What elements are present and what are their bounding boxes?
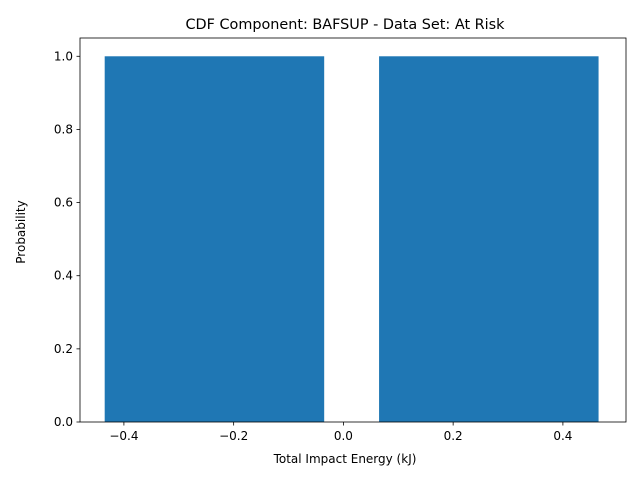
- y-tick-label: 0.4: [54, 269, 73, 283]
- y-tick-label: 0.6: [54, 196, 73, 210]
- y-axis-ticks: 0.0 0.2 0.4 0.6 0.8 1.0: [54, 49, 80, 429]
- x-tick-label: −0.4: [109, 429, 138, 443]
- x-tick-label: 0.4: [553, 429, 572, 443]
- x-tick-label: 0.0: [334, 429, 353, 443]
- bar-1: [104, 56, 325, 423]
- bars-group: [104, 56, 599, 423]
- y-tick-label: 0.0: [54, 415, 73, 429]
- plot-frame: [79, 37, 627, 423]
- chart-title: CDF Component: BAFSUP - Data Set: At Ris…: [185, 17, 505, 33]
- x-tick-label: 0.2: [444, 429, 463, 443]
- y-axis-label: Probability: [14, 200, 28, 263]
- x-axis-label: Total Impact Energy (kJ): [273, 452, 417, 466]
- x-tick-label: −0.2: [219, 429, 248, 443]
- y-tick-label: 0.8: [54, 122, 73, 136]
- y-tick-label: 1.0: [54, 49, 73, 63]
- y-tick-label: 0.2: [54, 342, 73, 356]
- bar-2: [379, 56, 599, 423]
- x-axis-ticks: −0.4 −0.2 0.0 0.2 0.4: [109, 422, 572, 443]
